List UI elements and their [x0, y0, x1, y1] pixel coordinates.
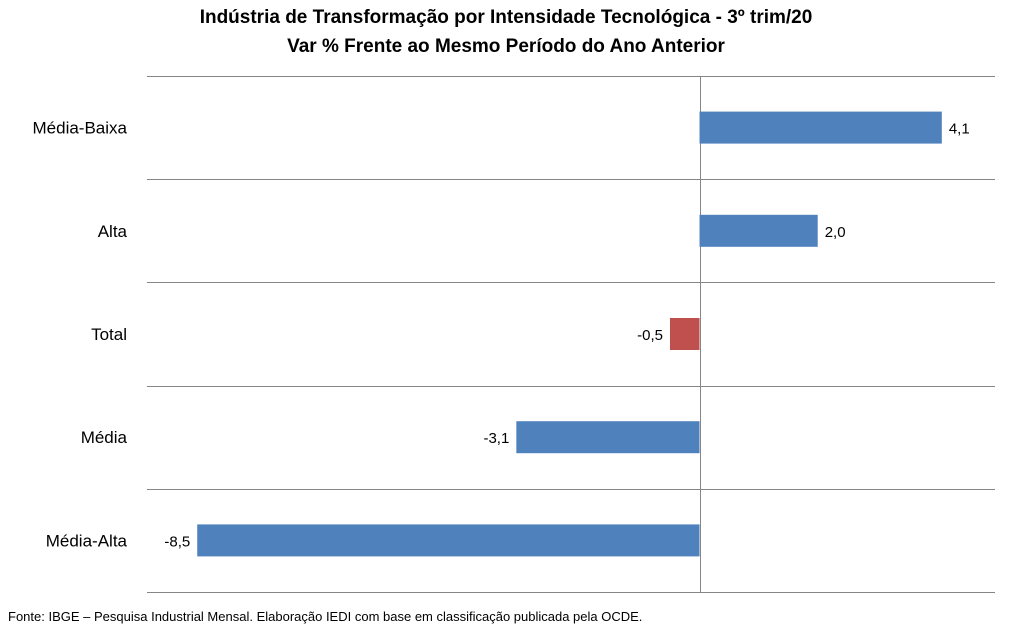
- category-label: Total: [91, 325, 127, 344]
- source-note: Fonte: IBGE – Pesquisa Industrial Mensal…: [8, 609, 643, 624]
- data-label: 2,0: [825, 224, 846, 241]
- bar: [699, 111, 942, 144]
- data-label: -0,5: [637, 327, 663, 344]
- data-label: -8,5: [164, 533, 190, 550]
- chart-title: Indústria de Transformação por Intensida…: [199, 7, 813, 28]
- bar: [669, 318, 700, 350]
- bar: [699, 214, 818, 247]
- chart-subtitle: Var % Frente ao Mesmo Período do Ano Ant…: [287, 36, 725, 57]
- bar: [516, 421, 700, 454]
- category-label: Média-Baixa: [33, 119, 128, 138]
- category-label: Média: [81, 428, 128, 447]
- bar: [197, 524, 700, 557]
- category-label: Alta: [98, 222, 128, 241]
- data-label: 4,1: [949, 121, 970, 138]
- category-label: Média-Alta: [46, 531, 128, 550]
- data-label: -3,1: [483, 430, 509, 447]
